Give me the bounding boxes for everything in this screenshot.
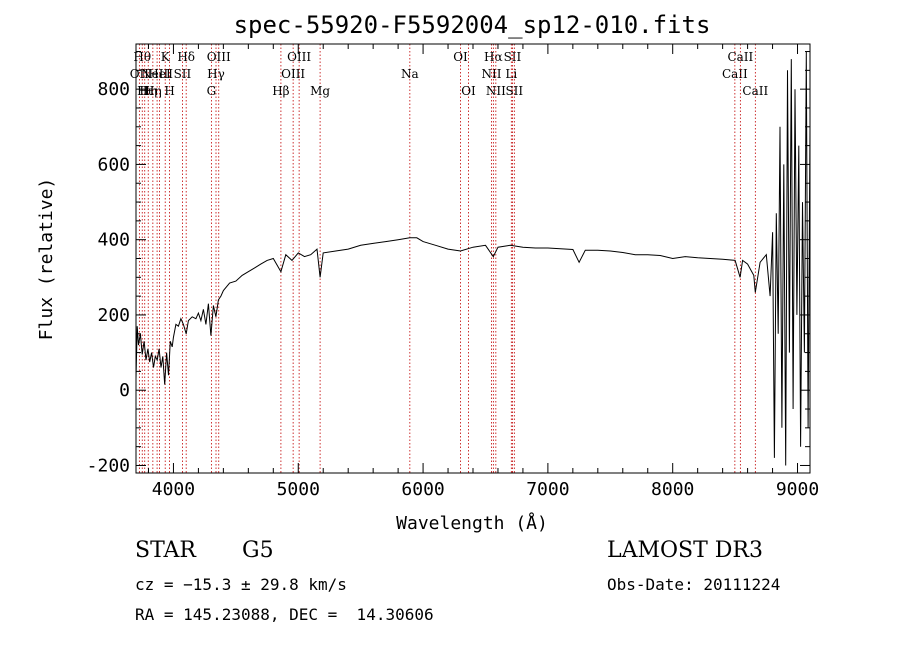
spectral-line-label: OII (130, 67, 150, 81)
spectral-line-label: Li (505, 67, 517, 81)
spectral-line-label: SII (505, 84, 523, 98)
x-tick-label: 7000 (526, 479, 569, 500)
x-tick-label: 5000 (277, 479, 320, 500)
observation-date: Obs-Date: 20111224 (607, 575, 781, 594)
y-tick-label: 800 (97, 79, 130, 100)
x-tick-label: 4000 (152, 479, 195, 500)
spectral-line-label: Hδ (177, 50, 195, 64)
spectral-line-label: CaII (742, 84, 768, 98)
y-axis-label: Flux (relative) (36, 178, 57, 341)
y-tick-label: 200 (97, 305, 130, 326)
spectral-line-label: SII (174, 67, 192, 81)
y-tick-label: 600 (97, 154, 130, 175)
spectral-line-label: G (207, 84, 217, 98)
spectral-line-label: Hγ (207, 67, 225, 81)
spectral-line-label: OIII (281, 67, 305, 81)
spectral-line-label: Hη (144, 84, 162, 98)
spectral-line-label: NII (486, 84, 506, 98)
survey-name: LAMOST DR3 (607, 538, 763, 563)
chart-title: spec-55920-F5592004_sp12-010.fits (234, 11, 711, 39)
y-tick-label: 0 (119, 380, 130, 401)
object-type: STAR (135, 538, 196, 563)
spectral-line-label: OI (453, 50, 468, 64)
spectral-line-label: OIII (287, 50, 311, 64)
coordinates-readout: RA = 145.23088, DEC = 14.30606 (135, 605, 434, 624)
spectral-line-label: Hα (484, 50, 503, 64)
spectral-line-label: CaII (727, 50, 753, 64)
spectral-line-label: NeIII (141, 67, 173, 81)
spectral-line-label: CaII (722, 67, 748, 81)
x-tick-label: 9000 (776, 479, 819, 500)
spectral-subclass: G5 (242, 538, 274, 563)
spectral-line-label: HeI (148, 67, 171, 81)
x-tick-label: 8000 (651, 479, 694, 500)
redshift-readout: cz = −15.3 ± 29.8 km/s (135, 575, 347, 594)
spectral-line-label: OIII (207, 50, 231, 64)
spectral-line-label: NII (481, 67, 501, 81)
y-tick-label: -200 (87, 455, 130, 476)
axis-ticks: 4000 5000 6000 7000 8000 9000 -200 0 200 400 600 80… (87, 44, 819, 500)
spectral-line-label: Mg (310, 84, 330, 98)
spectral-line-label: Hι (137, 84, 152, 98)
flux-series-line (136, 51, 810, 466)
spectral-line-label: OI (461, 84, 476, 98)
spectral-line-label: K (161, 50, 171, 64)
x-axis-label: Wavelength (Å) (396, 512, 548, 534)
y-tick-label: 400 (97, 230, 130, 251)
spectral-line-label: Hθ (133, 50, 151, 64)
spectral-line-label: Hβ (272, 84, 289, 98)
plot-area (136, 51, 810, 466)
line-markers: OIIHθHιHηHηNeIIIHeIKHSIIHδGHγOIIIHβOIIIO… (130, 44, 768, 473)
spectral-line-label: H (164, 84, 174, 98)
x-tick-label: 6000 (401, 479, 444, 500)
spectral-line-label: SII (504, 50, 522, 64)
spectral-line-label: Na (401, 67, 419, 81)
